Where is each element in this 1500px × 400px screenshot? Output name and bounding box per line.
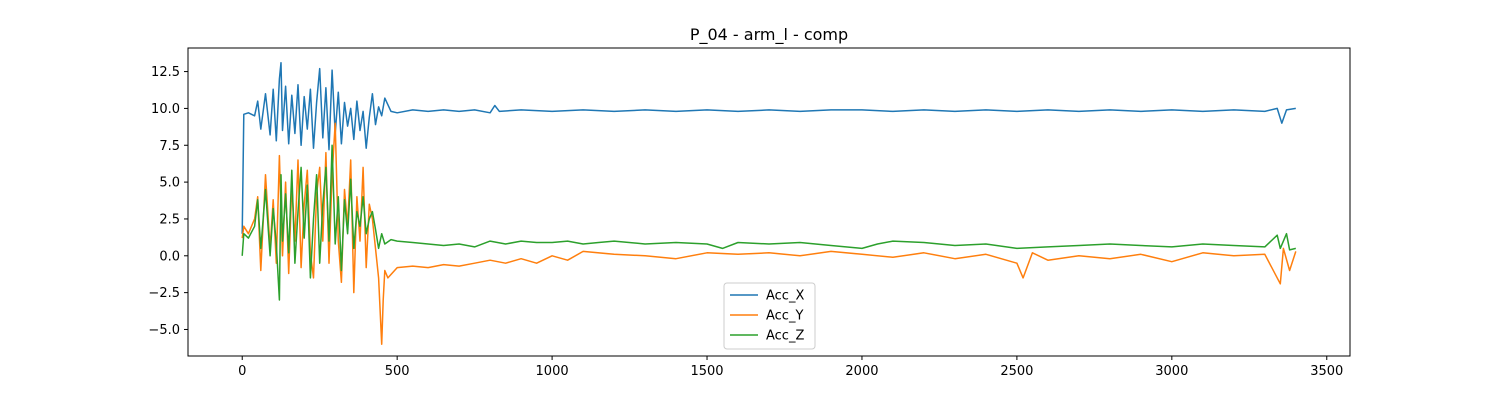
legend: Acc_X Acc_Y Acc_Z: [723, 282, 816, 350]
y-tick-label: 5.0: [159, 176, 180, 191]
series-line-acc-z: [241, 144, 1296, 301]
x-tick-label: 500: [385, 364, 410, 379]
y-tick-label: −2.5: [148, 286, 180, 301]
y-tick-label: −5.0: [148, 323, 180, 338]
chart-title: P_04 - arm_l - comp: [690, 25, 848, 45]
y-tick-label: 0.0: [159, 249, 180, 264]
x-tick-label: 2000: [845, 364, 878, 379]
x-tick-label: 2500: [1000, 364, 1033, 379]
x-tick-label: 1000: [536, 364, 569, 379]
x-tick-label: 1500: [690, 364, 723, 379]
legend-label-acc-x: Acc_X: [766, 289, 804, 304]
y-tick-label: 7.5: [159, 139, 180, 154]
x-tick-label: 3500: [1310, 364, 1343, 379]
plot-frame: [187, 47, 1351, 357]
x-axis: 0 500 1000 1500 2000 2500 3000 3500: [238, 356, 1343, 379]
y-tick-label: 2.5: [159, 212, 180, 227]
y-tick-label: 10.0: [151, 102, 180, 117]
series-layer: [241, 61, 1297, 345]
legend-box: [723, 282, 816, 350]
x-tick-label: 3000: [1155, 364, 1188, 379]
y-axis: −5.0 −2.5 0.0 2.5 5.0 7.5 10.0 12.5: [148, 65, 188, 338]
legend-label-acc-z: Acc_Z: [766, 329, 804, 344]
y-tick-label: 12.5: [151, 65, 180, 80]
x-tick-label: 0: [238, 364, 246, 379]
series-line-acc-x: [241, 61, 1296, 234]
legend-label-acc-y: Acc_Y: [766, 309, 803, 324]
